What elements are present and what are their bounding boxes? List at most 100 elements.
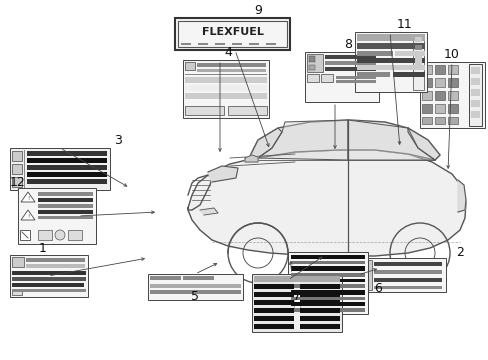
Bar bbox=[18, 188, 96, 244]
Polygon shape bbox=[244, 155, 258, 162]
Text: 8: 8 bbox=[343, 37, 351, 50]
Bar bbox=[175, 18, 289, 50]
Bar bbox=[178, 21, 286, 47]
Bar bbox=[299, 308, 339, 313]
Text: 4: 4 bbox=[224, 45, 231, 58]
Bar bbox=[325, 61, 375, 65]
Bar bbox=[434, 65, 444, 74]
Text: !: ! bbox=[27, 195, 29, 201]
Bar bbox=[290, 308, 364, 312]
Bar bbox=[421, 117, 431, 124]
Bar bbox=[470, 78, 479, 85]
Bar bbox=[290, 297, 364, 300]
Bar bbox=[184, 77, 266, 83]
Text: 11: 11 bbox=[396, 18, 412, 31]
Text: 1: 1 bbox=[39, 242, 47, 255]
Bar bbox=[253, 308, 293, 313]
Bar bbox=[183, 276, 214, 280]
Bar bbox=[470, 89, 479, 96]
Bar bbox=[38, 216, 93, 219]
Bar bbox=[290, 302, 364, 306]
Text: 2: 2 bbox=[455, 246, 463, 258]
Bar bbox=[184, 74, 266, 75]
Bar bbox=[253, 276, 339, 282]
Text: 9: 9 bbox=[254, 4, 262, 17]
Bar bbox=[27, 158, 107, 163]
Polygon shape bbox=[247, 120, 439, 160]
Bar bbox=[373, 262, 441, 266]
Polygon shape bbox=[258, 120, 347, 160]
Bar bbox=[325, 55, 375, 59]
Bar bbox=[354, 32, 426, 92]
Bar bbox=[394, 51, 424, 56]
Bar bbox=[306, 54, 323, 72]
Text: 7: 7 bbox=[292, 289, 301, 302]
Bar bbox=[38, 198, 93, 202]
Polygon shape bbox=[347, 120, 434, 160]
Bar bbox=[356, 43, 424, 49]
Bar bbox=[447, 91, 457, 100]
Bar bbox=[290, 255, 364, 259]
Bar bbox=[38, 192, 93, 196]
Bar bbox=[290, 279, 364, 282]
Bar bbox=[421, 104, 431, 113]
Bar bbox=[68, 283, 84, 287]
Bar bbox=[373, 278, 441, 282]
Bar bbox=[184, 62, 195, 70]
Bar bbox=[290, 284, 364, 288]
Bar bbox=[434, 91, 444, 100]
Bar bbox=[470, 100, 479, 107]
Bar bbox=[293, 282, 299, 330]
Bar bbox=[253, 316, 293, 321]
Bar bbox=[150, 284, 241, 288]
Bar bbox=[27, 151, 107, 156]
Bar bbox=[253, 300, 293, 305]
Bar bbox=[325, 67, 375, 71]
Bar bbox=[419, 62, 484, 128]
Bar bbox=[27, 165, 107, 170]
Bar bbox=[299, 300, 339, 305]
Polygon shape bbox=[457, 180, 465, 212]
Bar bbox=[197, 63, 265, 67]
Bar bbox=[299, 292, 339, 297]
Bar bbox=[38, 210, 93, 214]
Bar bbox=[392, 72, 424, 77]
Bar bbox=[253, 324, 293, 329]
Polygon shape bbox=[247, 128, 282, 160]
Bar bbox=[248, 43, 259, 45]
Circle shape bbox=[55, 230, 65, 240]
Bar bbox=[356, 58, 424, 63]
Polygon shape bbox=[187, 150, 465, 256]
Bar bbox=[447, 78, 457, 87]
Bar bbox=[287, 252, 367, 314]
Bar bbox=[253, 284, 293, 289]
Bar bbox=[447, 104, 457, 113]
Bar bbox=[184, 106, 224, 115]
Bar bbox=[150, 290, 241, 294]
Bar bbox=[198, 43, 207, 45]
Bar bbox=[197, 69, 265, 72]
Bar bbox=[148, 274, 243, 300]
Bar bbox=[12, 289, 22, 295]
Bar bbox=[320, 74, 332, 82]
Bar bbox=[12, 151, 22, 161]
Bar bbox=[308, 56, 314, 62]
Bar bbox=[299, 316, 339, 321]
Bar bbox=[26, 264, 85, 268]
Bar bbox=[414, 45, 421, 50]
Bar bbox=[335, 76, 375, 79]
Bar bbox=[299, 324, 339, 329]
Bar bbox=[359, 260, 371, 290]
Bar bbox=[299, 284, 339, 289]
Bar bbox=[414, 53, 421, 68]
Bar bbox=[290, 261, 364, 264]
Polygon shape bbox=[21, 192, 35, 202]
Bar bbox=[265, 43, 275, 45]
Bar bbox=[306, 74, 318, 82]
Bar bbox=[356, 72, 389, 77]
Bar bbox=[447, 117, 457, 124]
Bar bbox=[308, 65, 314, 70]
Bar bbox=[26, 258, 85, 262]
Text: !: ! bbox=[27, 213, 29, 219]
Polygon shape bbox=[207, 166, 238, 182]
